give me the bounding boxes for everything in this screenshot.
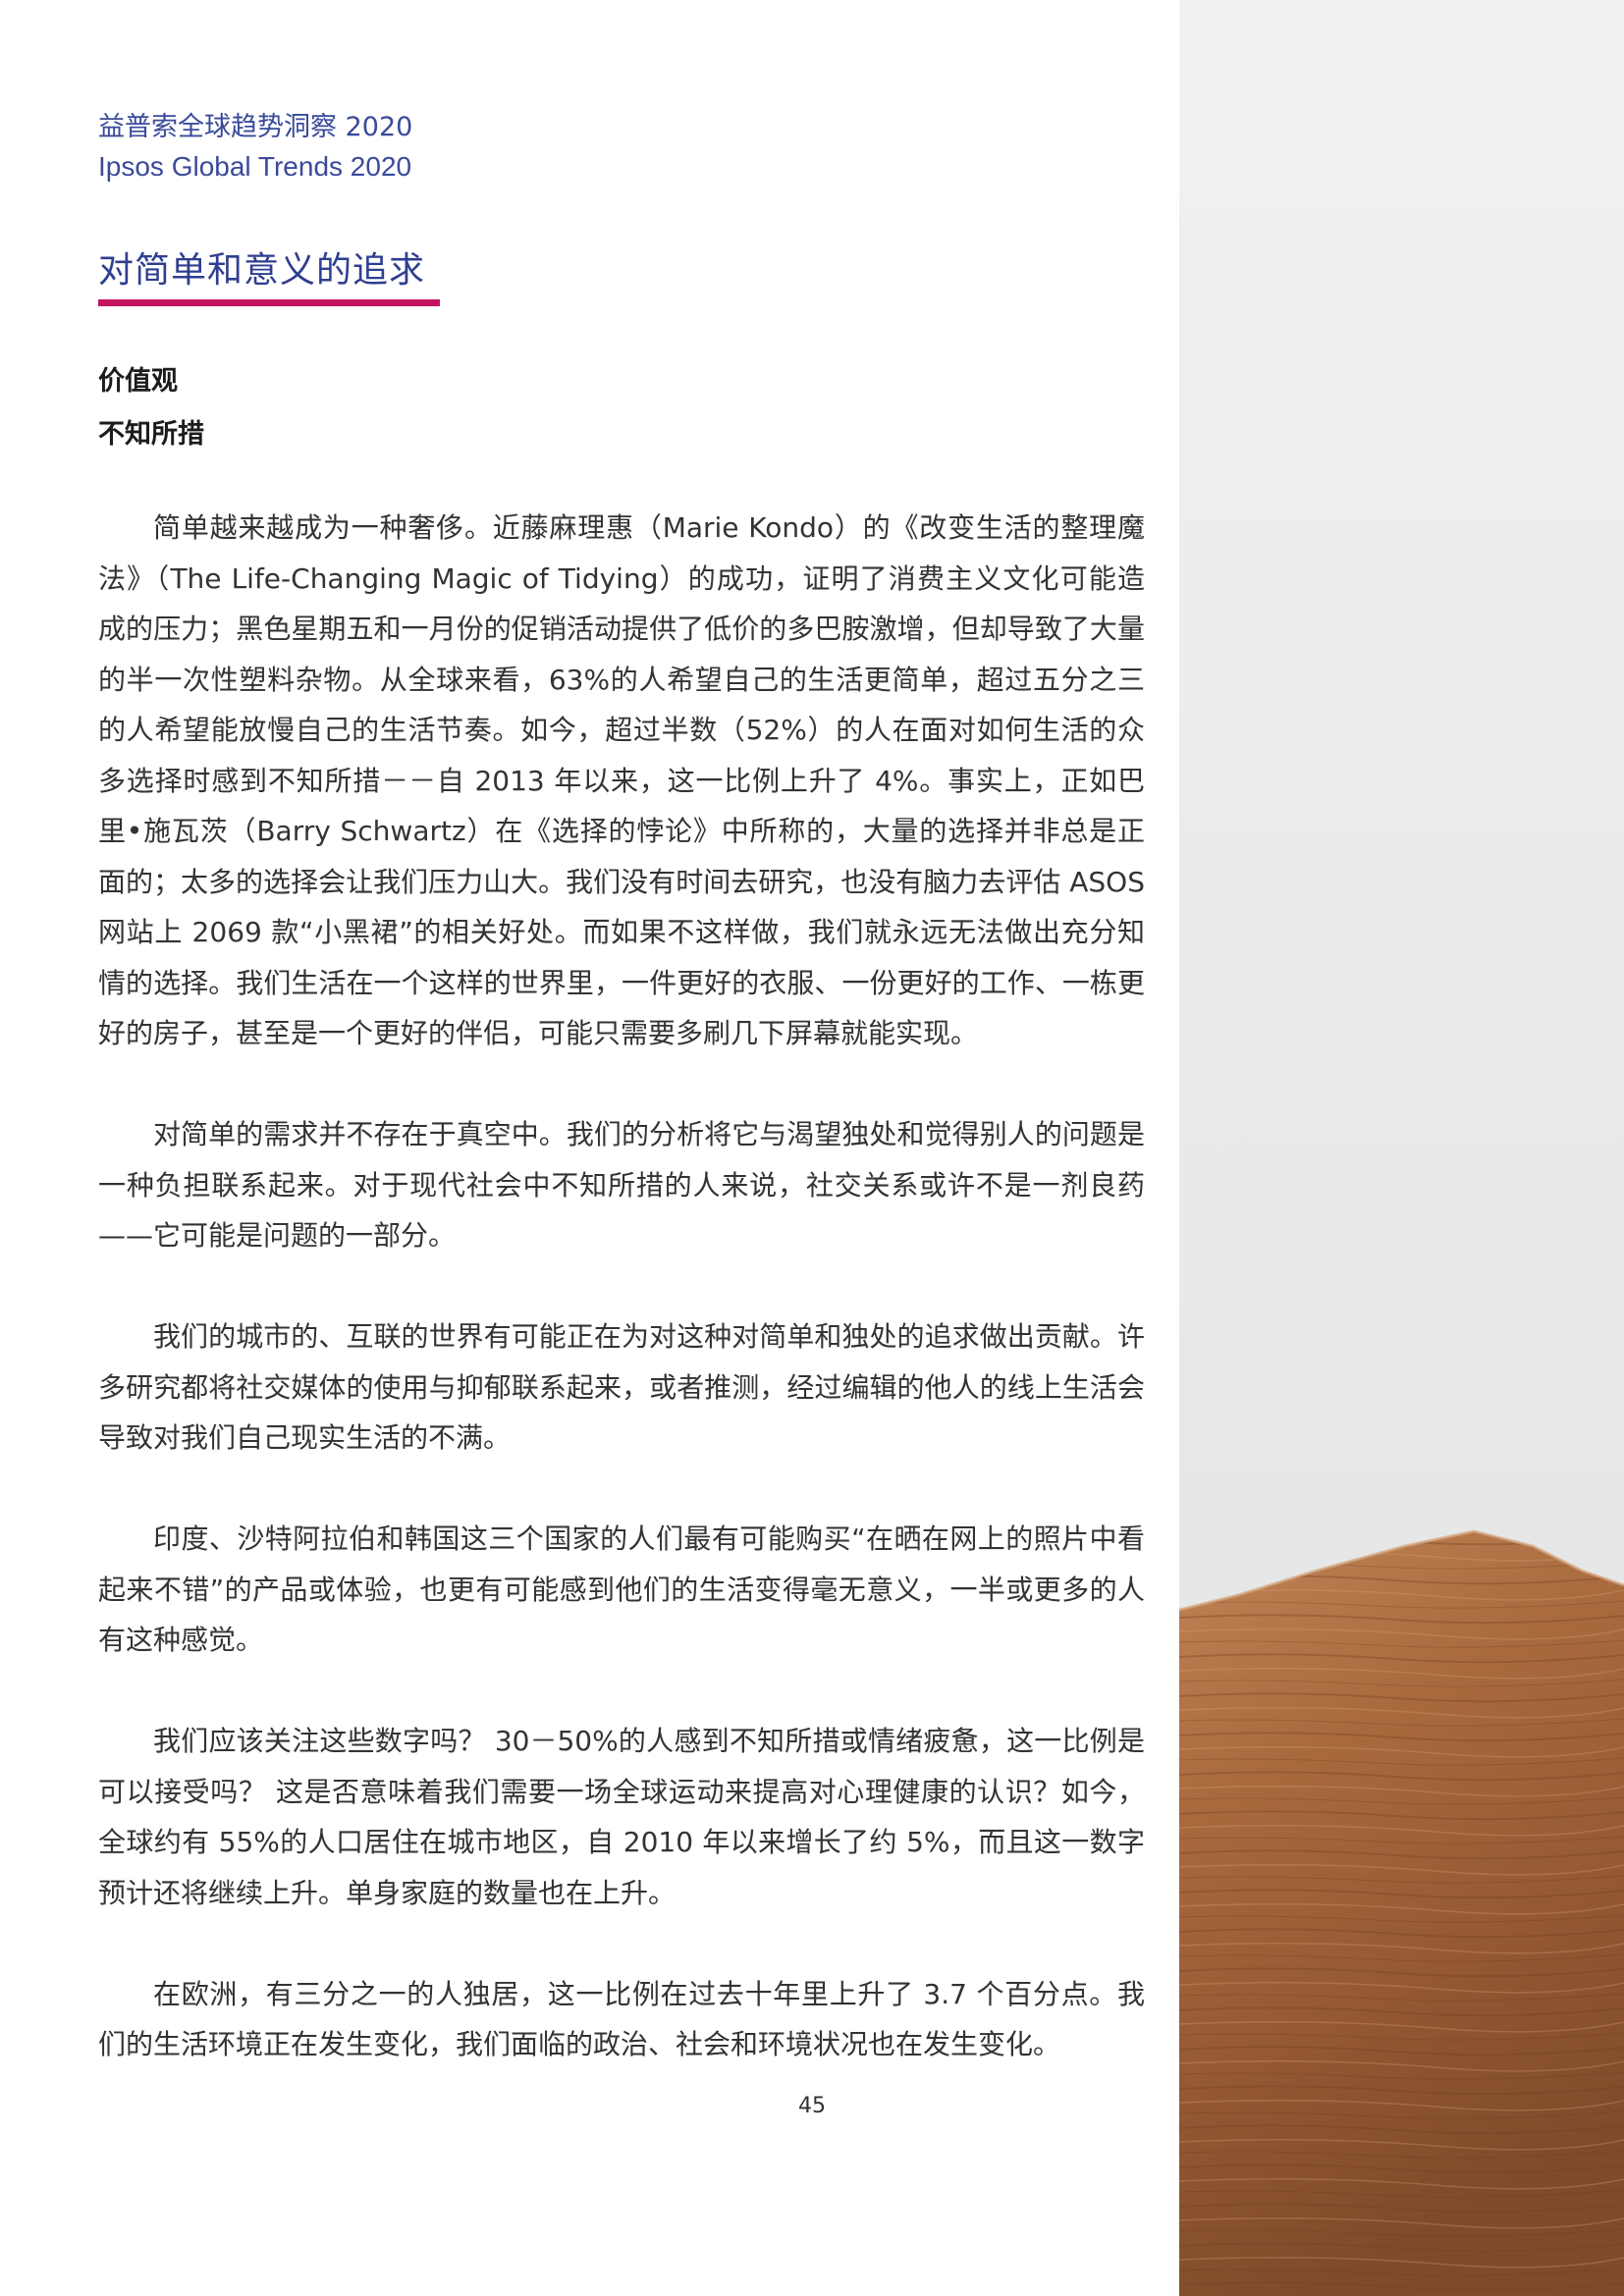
title-underline bbox=[98, 299, 440, 306]
section-title: 对简单和意义的追求 bbox=[98, 250, 426, 291]
report-title-zh: 益普索全球趋势洞察 2020 bbox=[98, 112, 413, 142]
paragraph: 在欧洲，有三分之一的人独居，这一比例在过去十年里上升了 3.7 个百分点。我们的… bbox=[98, 1977, 1145, 2061]
paragraph: 我们的城市的、互联的世界有可能正在为对这种对简单和独处的追求做出贡献。许多研究都… bbox=[98, 1320, 1145, 1454]
decorative-photo-panel bbox=[1179, 0, 1624, 2296]
paragraph: 我们应该关注这些数字吗？ 30－50%的人感到不知所措或情绪疲惫，这一比例是可以… bbox=[98, 1725, 1145, 1909]
paragraph: 对简单的需求并不存在于真空中。我们的分析将它与渴望独处和觉得别人的问题是一种负担… bbox=[98, 1118, 1145, 1252]
report-header: 益普索全球趋势洞察 2020 Ipsos Global Trends 2020 bbox=[98, 108, 785, 187]
subheading-overwhelmed: 不知所措 bbox=[98, 419, 204, 450]
wood-texture-image bbox=[1179, 1529, 1624, 2296]
subheading-values: 价值观 bbox=[98, 366, 178, 397]
page-number: 45 bbox=[798, 2094, 826, 2118]
report-title-en: Ipsos Global Trends 2020 bbox=[98, 151, 412, 182]
article-body: 简单越来越成为一种奢侈。近藤麻理惠（Marie Kondo）的《改变生活的整理魔… bbox=[98, 503, 1145, 2120]
paragraph: 印度、沙特阿拉伯和韩国这三个国家的人们最有可能购买“在晒在网上的照片中看起来不错… bbox=[98, 1522, 1145, 1656]
paragraph: 简单越来越成为一种奢侈。近藤麻理惠（Marie Kondo）的《改变生活的整理魔… bbox=[98, 511, 1145, 1049]
